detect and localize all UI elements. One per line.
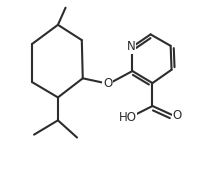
Text: O: O bbox=[172, 109, 182, 122]
Text: N: N bbox=[127, 40, 136, 53]
Text: O: O bbox=[103, 77, 112, 90]
Text: HO: HO bbox=[119, 111, 137, 124]
